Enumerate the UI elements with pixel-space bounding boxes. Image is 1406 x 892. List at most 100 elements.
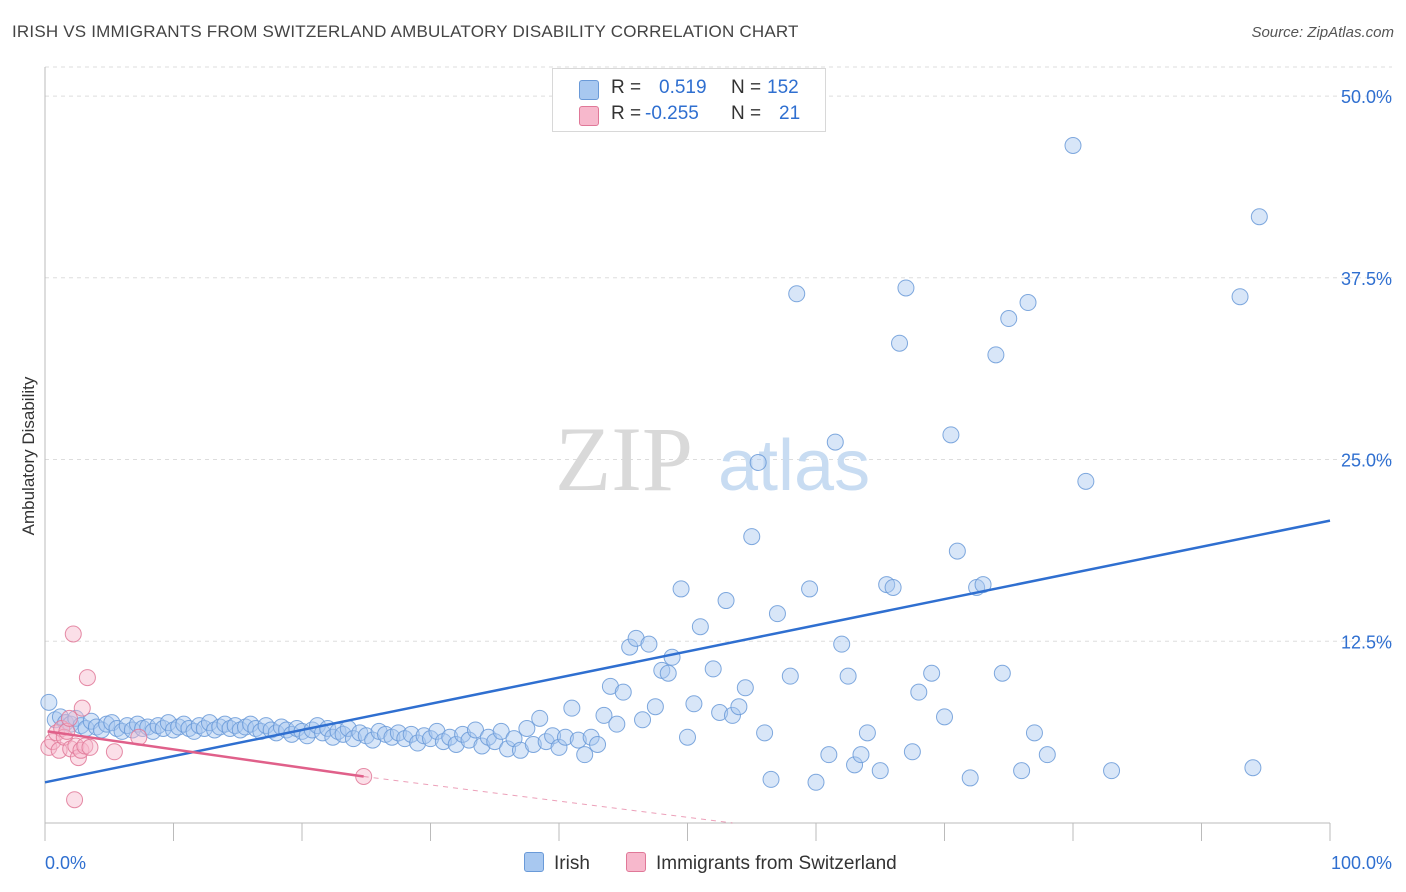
irish-point bbox=[640, 635, 658, 653]
irish-point bbox=[1013, 762, 1031, 780]
irish-point bbox=[608, 715, 626, 733]
irish-point bbox=[820, 746, 838, 764]
irish-point bbox=[576, 746, 594, 764]
irish-point bbox=[711, 704, 729, 722]
irish-point bbox=[1103, 762, 1121, 780]
irish-point bbox=[422, 730, 439, 748]
y-tick-label: 50.0% bbox=[1341, 87, 1392, 107]
irish-point bbox=[190, 717, 208, 735]
swiss-point bbox=[66, 791, 84, 809]
irish-point bbox=[807, 773, 825, 791]
legend-item-irish: Irish bbox=[524, 852, 590, 875]
trend-lines bbox=[44, 519, 1331, 824]
y-tick-label: 12.5% bbox=[1341, 632, 1392, 652]
irish-point bbox=[486, 733, 504, 751]
irish-point bbox=[518, 720, 536, 737]
irish-point bbox=[659, 664, 677, 682]
n-label: N = bbox=[731, 103, 762, 124]
y-tick-label: 25.0% bbox=[1341, 451, 1392, 471]
irish-point bbox=[858, 724, 876, 742]
irish-point bbox=[903, 743, 921, 761]
swiss-point bbox=[64, 625, 82, 643]
watermark-atlas: atlas bbox=[718, 426, 870, 506]
irish-point bbox=[569, 731, 587, 749]
irish-point bbox=[582, 728, 600, 746]
y-tick-label: 37.5% bbox=[1341, 269, 1392, 289]
irish-point bbox=[531, 709, 549, 727]
irish-point bbox=[987, 346, 1005, 364]
irish-point bbox=[884, 578, 902, 596]
irish-point bbox=[614, 683, 632, 701]
irish-point bbox=[646, 698, 664, 716]
irish-point bbox=[46, 711, 64, 729]
irish-point bbox=[948, 542, 966, 560]
irish-point bbox=[826, 433, 844, 451]
irish-point bbox=[454, 725, 472, 743]
irish-point bbox=[839, 667, 857, 685]
swiss-point bbox=[73, 699, 91, 717]
n-value: 21 bbox=[779, 103, 801, 124]
irish-point bbox=[723, 706, 741, 724]
chart-title: IRISH VS IMMIGRANTS FROM SWITZERLAND AMB… bbox=[12, 22, 799, 41]
irish-point bbox=[993, 664, 1011, 682]
swiss-point bbox=[105, 743, 123, 761]
irish-point bbox=[846, 756, 864, 774]
irish-point bbox=[961, 769, 979, 787]
irish-point bbox=[40, 693, 58, 711]
irish-point bbox=[402, 725, 420, 743]
irish-point bbox=[730, 698, 748, 716]
swiss-point bbox=[81, 738, 99, 756]
irish-point bbox=[563, 699, 581, 717]
irish-point bbox=[801, 580, 819, 598]
irish-point bbox=[691, 618, 709, 636]
legend-label-swiss: Immigrants from Switzerland bbox=[656, 853, 897, 874]
watermark-zip: ZIP bbox=[555, 408, 693, 510]
irish-point bbox=[1038, 746, 1056, 764]
irish-point bbox=[556, 728, 574, 746]
irish-point bbox=[833, 635, 851, 653]
swiss-point bbox=[78, 669, 96, 687]
irish-point bbox=[1025, 724, 1043, 742]
swiss-trend-extension bbox=[363, 775, 733, 824]
swiss-trend-line bbox=[47, 730, 364, 778]
irish-point bbox=[974, 576, 992, 594]
irish-trend-line bbox=[44, 519, 1331, 784]
irish-point bbox=[1000, 310, 1018, 328]
irish-swatch bbox=[524, 852, 544, 872]
tick-labels: 12.5% 25.0% 37.5% 50.0% 0.0% 100.0% bbox=[45, 87, 1392, 873]
irish-point bbox=[550, 738, 568, 756]
irish-point bbox=[871, 762, 889, 780]
legend-label-irish: Irish bbox=[554, 853, 590, 874]
irish-point bbox=[499, 740, 517, 758]
irish-point bbox=[756, 724, 774, 742]
irish-point bbox=[1244, 759, 1262, 777]
swiss-point bbox=[60, 709, 78, 727]
irish-point bbox=[634, 711, 652, 729]
r-value: 0.519 bbox=[659, 77, 707, 98]
irish-point bbox=[409, 734, 427, 752]
irish-point bbox=[389, 724, 407, 742]
y-axis-label: Ambulatory Disability bbox=[19, 376, 38, 535]
irish-point bbox=[781, 667, 799, 685]
irish-point bbox=[762, 770, 780, 788]
swiss-swatch bbox=[579, 106, 599, 126]
irish-point bbox=[466, 721, 484, 739]
irish-point bbox=[344, 730, 362, 748]
n-value: 152 bbox=[767, 77, 799, 98]
irish-point bbox=[492, 722, 510, 740]
x-tick-label: 0.0% bbox=[45, 853, 86, 873]
stats-legend: R = 0.519 N = 152 R = -0.255 N = 21 bbox=[552, 68, 826, 132]
axes bbox=[44, 67, 1331, 841]
irish-swatch bbox=[579, 80, 599, 100]
irish-point bbox=[672, 580, 690, 598]
source-note: Source: ZipAtlas.com bbox=[1251, 24, 1394, 41]
irish-point bbox=[743, 528, 761, 546]
irish-point bbox=[685, 695, 703, 713]
irish-point bbox=[768, 605, 786, 623]
grid-lines bbox=[45, 66, 1392, 642]
irish-point bbox=[87, 718, 105, 736]
irish-point bbox=[149, 717, 167, 735]
irish-point bbox=[679, 728, 696, 746]
irish-point bbox=[910, 683, 928, 701]
